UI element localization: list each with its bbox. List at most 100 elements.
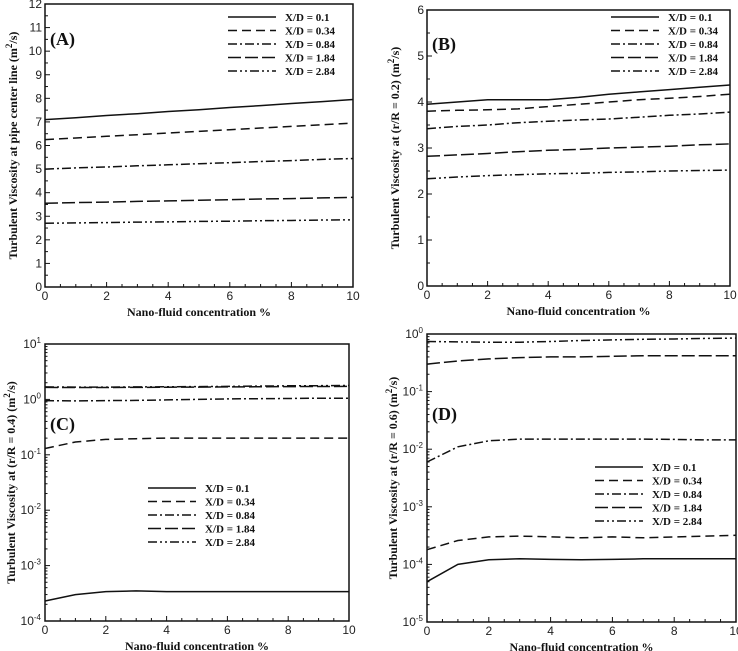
y-tick-label: 1 bbox=[417, 233, 424, 247]
series-line-1-84 bbox=[426, 143, 731, 158]
panel-label: (B) bbox=[432, 34, 456, 55]
y-tick-label: 100 bbox=[405, 326, 423, 341]
y-tick-label: 0 bbox=[417, 279, 424, 293]
x-tick-label: 10 bbox=[346, 289, 360, 303]
chart-panel-b: 0 2 4 6 8 10 0 1 2 3 4 5 6 Nano-fluid concentration %… bbox=[386, 3, 737, 318]
y-tick-label: 100 bbox=[23, 391, 41, 406]
series-line-2-84 bbox=[44, 384, 350, 388]
y-axis-label: Turbulent Viscosity at (r/R = 0.6) (m2/s… bbox=[384, 377, 400, 580]
y-axis-label: Turbulent Viscosity at pipe center line … bbox=[4, 32, 20, 260]
x-axis-label: Nano-fluid concentration % bbox=[125, 639, 269, 651]
series-line-0-84 bbox=[426, 438, 736, 463]
series-line-0-34 bbox=[426, 93, 731, 112]
y-tick-label: 10-4 bbox=[21, 613, 42, 628]
chart-panel-c: 0 2 4 6 8 10 10-4 10-3 10-2 10-1 100 101 Nano-fluid … bbox=[2, 336, 356, 651]
x-tick-label: 8 bbox=[671, 624, 678, 638]
legend-entry: X/D = 0.34 bbox=[285, 26, 335, 38]
x-tick-label: 2 bbox=[485, 624, 492, 638]
legend-entry: X/D = 0.34 bbox=[652, 476, 702, 488]
x-tick-label: 2 bbox=[484, 288, 491, 302]
y-tick-label: 10-3 bbox=[403, 499, 424, 514]
series-line-0-84 bbox=[426, 111, 731, 130]
legend-entry: X/D = 0.1 bbox=[205, 483, 249, 495]
y-tick-label: 101 bbox=[23, 336, 41, 351]
series-line-2-84 bbox=[44, 219, 354, 225]
series-line-1-84 bbox=[44, 196, 354, 205]
legend: X/D = 0.1 X/D = 0.34X/D = 0.84 X/D = 1.84X… bbox=[228, 12, 335, 78]
chart-panel-d: 0 2 4 6 8 10 10-5 10-4 10-3 10-2 10-1 100 Nano-fluid… bbox=[384, 326, 738, 651]
x-tick-label: 10 bbox=[723, 288, 737, 302]
x-tick-label: 4 bbox=[163, 623, 170, 637]
y-tick-label: 1 bbox=[35, 256, 42, 270]
x-tick-label: 0 bbox=[42, 623, 49, 637]
legend-entry: X/D = 1.84 bbox=[205, 524, 255, 536]
legend-entry: X/D = 1.84 bbox=[652, 503, 702, 515]
y-tick-label: 4 bbox=[35, 186, 42, 200]
x-tick-label: 8 bbox=[666, 288, 673, 302]
y-axis-label: Turbulent Viscosity at (r/R = 0.4) (m2/s… bbox=[2, 381, 18, 584]
y-tick-label: 10-4 bbox=[403, 556, 424, 571]
series-line-0-84 bbox=[44, 157, 354, 170]
panel-label: (C) bbox=[50, 414, 75, 435]
series-line-0-84 bbox=[44, 397, 349, 402]
y-tick-label: 10-1 bbox=[21, 447, 42, 462]
series-line-0-34 bbox=[44, 122, 354, 141]
y-tick-label: 0 bbox=[35, 280, 42, 294]
legend: X/D = 0.1 X/D = 0.34X/D = 0.84 X/D = 1.84X… bbox=[148, 483, 255, 549]
legend-entry: X/D = 0.84 bbox=[205, 510, 255, 522]
series-line-0-1 bbox=[426, 84, 731, 106]
y-tick-label: 10-3 bbox=[21, 558, 42, 573]
legend-entry: X/D = 0.84 bbox=[285, 39, 335, 51]
x-axis-label: Nano-fluid concentration % bbox=[127, 305, 271, 319]
legend-entry: X/D = 1.84 bbox=[668, 53, 718, 65]
x-tick-label: 8 bbox=[288, 289, 295, 303]
legend-entry: X/D = 2.84 bbox=[652, 516, 702, 528]
series-line-2-84 bbox=[426, 169, 731, 180]
y-tick-label: 8 bbox=[35, 91, 42, 105]
x-tick-label: 8 bbox=[285, 623, 292, 637]
y-tick-label: 9 bbox=[35, 68, 42, 82]
legend: X/D = 0.1 X/D = 0.34X/D = 0.84 X/D = 1.84X… bbox=[611, 12, 718, 78]
x-tick-label: 6 bbox=[224, 623, 231, 637]
y-tick-label: 11 bbox=[30, 21, 43, 35]
x-tick-label: 10 bbox=[729, 624, 738, 638]
y-tick-label: 10-2 bbox=[403, 441, 424, 456]
y-tick-label: 10-5 bbox=[403, 614, 424, 629]
legend-entry: X/D = 0.34 bbox=[205, 497, 255, 509]
x-tick-label: 4 bbox=[547, 624, 554, 638]
x-axis-label: Nano-fluid concentration % bbox=[507, 304, 651, 318]
legend-entry: X/D = 0.1 bbox=[285, 12, 329, 24]
x-tick-label: 6 bbox=[609, 624, 616, 638]
x-tick-label: 0 bbox=[424, 288, 431, 302]
x-axis-label: Nano-fluid concentration % bbox=[510, 640, 654, 651]
legend-entry: X/D = 0.84 bbox=[668, 39, 718, 51]
plot-frame bbox=[44, 343, 350, 622]
y-tick-label: 3 bbox=[35, 209, 42, 223]
y-axis-label: Turbulent Viscosity at (r/R = 0.2) (m2/s… bbox=[386, 47, 402, 250]
x-tick-label: 2 bbox=[102, 623, 109, 637]
series-line-0-1 bbox=[426, 558, 736, 583]
legend-entry: X/D = 0.1 bbox=[652, 462, 696, 474]
y-tick-label: 4 bbox=[417, 95, 424, 109]
y-tick-label: 5 bbox=[35, 162, 42, 176]
legend-entry: X/D = 0.1 bbox=[668, 12, 712, 24]
legend-entry: X/D = 1.84 bbox=[285, 53, 335, 65]
y-tick-label: 12 bbox=[29, 0, 43, 11]
x-tick-label: 4 bbox=[545, 288, 552, 302]
x-tick-label: 10 bbox=[342, 623, 356, 637]
series-line-0-34 bbox=[426, 534, 737, 551]
legend-entry: X/D = 2.84 bbox=[285, 66, 335, 78]
series-line-0-1 bbox=[44, 98, 354, 121]
legend-entry: X/D = 2.84 bbox=[205, 537, 255, 549]
y-tick-label: 10-1 bbox=[403, 384, 424, 399]
y-tick-label: 6 bbox=[35, 139, 42, 153]
series-line-1-84 bbox=[426, 354, 736, 365]
y-tick-label: 5 bbox=[417, 49, 424, 63]
y-tick-label: 10 bbox=[29, 44, 43, 58]
legend: X/D = 0.1 X/D = 0.34X/D = 0.84 X/D = 1.84X… bbox=[595, 462, 702, 528]
x-tick-label: 2 bbox=[103, 289, 110, 303]
y-tick-label: 7 bbox=[35, 115, 42, 129]
x-tick-label: 6 bbox=[605, 288, 612, 302]
